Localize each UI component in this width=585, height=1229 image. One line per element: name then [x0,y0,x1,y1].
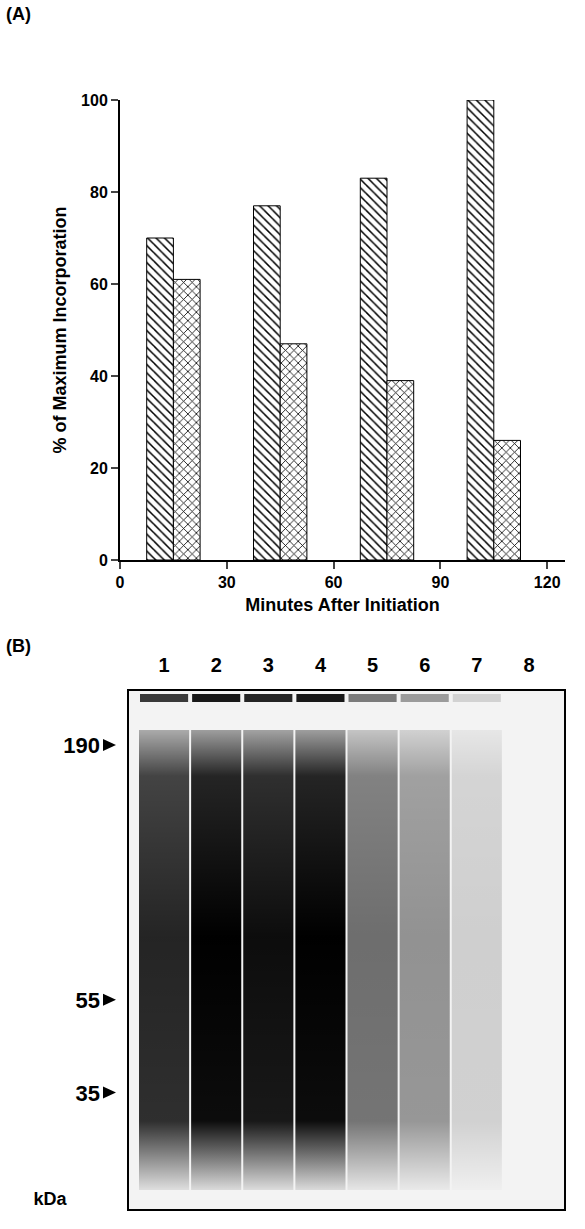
svg-text:20: 20 [90,460,108,477]
svg-text:120: 120 [534,574,561,591]
svg-text:Minutes After Initiation: Minutes After Initiation [245,595,439,615]
svg-text:90: 90 [432,574,450,591]
svg-text:0: 0 [99,552,108,569]
svg-text:% of Maximum Incorporation: % of Maximum Incorporation [50,206,70,453]
svg-text:0: 0 [116,574,125,591]
svg-text:60: 60 [325,574,343,591]
html-text:(A): (A) [6,4,31,24]
svg-text:190: 190 [63,733,100,758]
svg-text:7: 7 [471,654,482,676]
svg-text:55: 55 [76,988,100,1013]
svg-text:35: 35 [76,1081,100,1106]
svg-text:60: 60 [90,276,108,293]
svg-text:30: 30 [218,574,236,591]
svg-text:4: 4 [315,654,327,676]
svg-text:6: 6 [419,654,430,676]
svg-text:1: 1 [159,654,170,676]
svg-text:100: 100 [81,92,108,109]
svg-text:2: 2 [211,654,222,676]
svg-text:8: 8 [523,654,534,676]
svg-text:(B): (B) [6,636,31,656]
svg-text:5: 5 [367,654,378,676]
svg-text:kDa: kDa [33,1189,67,1209]
svg-text:3: 3 [263,654,274,676]
svg-text:40: 40 [90,368,108,385]
svg-text:80: 80 [90,184,108,201]
